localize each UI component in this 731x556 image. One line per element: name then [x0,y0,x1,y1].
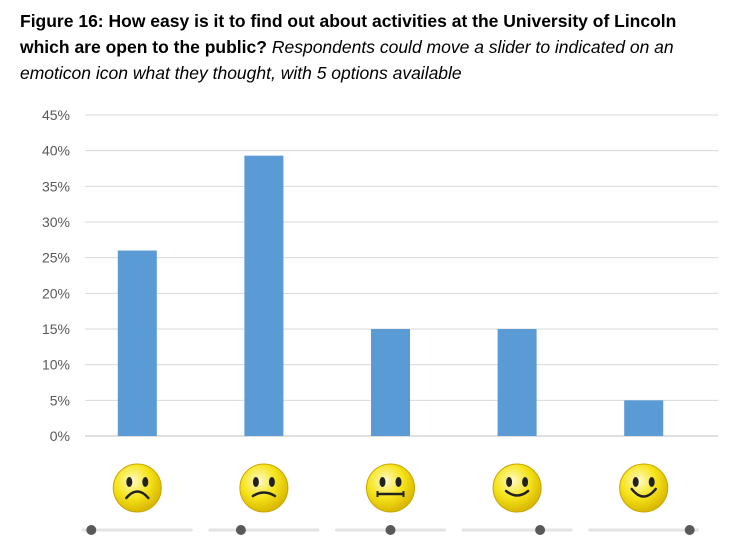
caption-title: Figure 16: How easy is it to find out ab… [20,11,677,57]
slider-indicators [81,525,700,535]
y-tick-label: 15% [42,321,70,337]
y-tick-label: 5% [50,392,70,408]
slider-track [81,525,193,535]
bar [117,250,157,436]
y-tick-label: 40% [42,143,70,159]
y-tick-label: 30% [42,214,70,230]
big-smile-emoticon-icon [619,463,669,513]
bar [371,329,410,436]
y-tick-label: 20% [42,285,70,301]
slider-track [461,525,573,535]
slider-track [208,525,320,535]
slider-thumb [684,525,695,535]
slider-thumb [385,525,396,535]
y-tick-label: 35% [42,178,70,194]
bar [244,155,284,436]
slider-thumb [235,525,246,535]
y-tick-label: 45% [42,107,70,123]
figure-caption: Figure 16: How easy is it to find out ab… [20,8,720,86]
slider-thumb [535,525,546,535]
bars [117,155,664,436]
y-axis-tick-labels: 0% 5% 10% 15% 20% 25% 30% 35% 40% 45% [42,107,70,444]
y-tick-label: 10% [42,357,70,373]
slider-thumb [86,525,97,535]
smile-emoticon-icon [492,463,542,513]
frown-emoticon-icon [112,463,162,513]
slider-track [588,525,700,535]
neutral-emoticon-icon [366,463,415,513]
bar [497,329,537,436]
y-tick-label: 0% [50,428,70,444]
sad-emoticon-icon [239,463,289,513]
emoticon-icons [112,463,669,513]
bar [624,400,664,436]
caption-description: Respondents could move a slider to indic… [20,37,674,83]
slider-track [335,525,446,535]
y-tick-label: 25% [42,250,70,266]
